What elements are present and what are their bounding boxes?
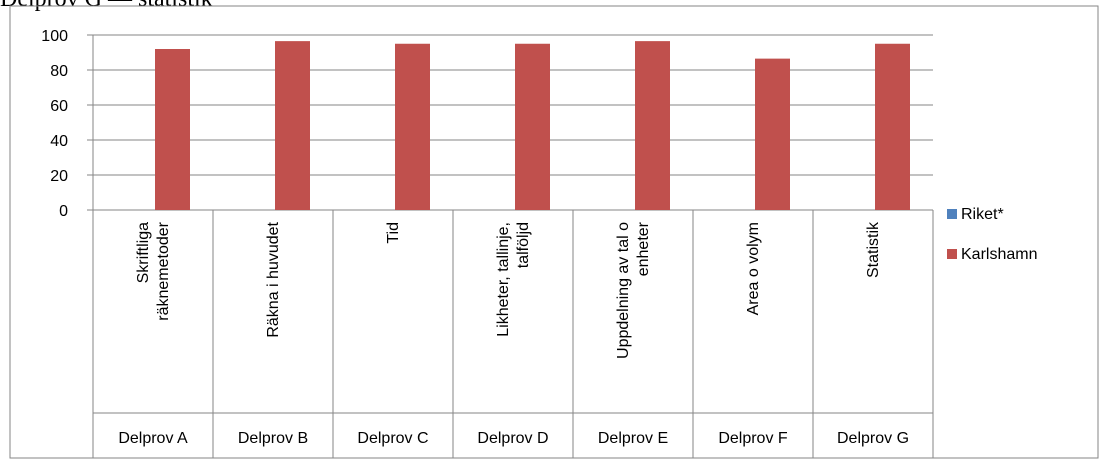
y-tick-label: 80 <box>50 63 68 80</box>
y-tick-label: 20 <box>50 168 68 185</box>
bar-karlshamn <box>875 44 910 210</box>
category-label: Statistik <box>865 221 882 278</box>
bar-karlshamn <box>395 44 430 210</box>
group-label: Delprov A <box>118 430 188 447</box>
category-label: Tid <box>385 222 402 244</box>
category-label: Uppdelning av tal o <box>615 222 632 359</box>
legend-label: Riket* <box>961 206 1004 223</box>
category-label: Räkna i huvudet <box>265 221 282 337</box>
group-label: Delprov G <box>837 430 909 447</box>
category-label: Area o volym <box>745 222 762 315</box>
bar-karlshamn <box>515 44 550 210</box>
group-label: Delprov F <box>718 430 788 447</box>
category-label: Skriftliga <box>135 222 152 283</box>
bar-karlshamn <box>275 41 310 210</box>
y-tick-label: 0 <box>59 203 68 220</box>
legend-label: Karlshamn <box>961 246 1037 263</box>
group-label: Delprov C <box>357 430 428 447</box>
y-tick-label: 60 <box>50 98 68 115</box>
category-label: Likheter, tallinje, <box>495 222 512 337</box>
category-label: talföljd <box>515 222 532 268</box>
y-tick-label: 100 <box>41 28 68 45</box>
group-label: Delprov D <box>477 430 548 447</box>
group-label: Delprov B <box>238 430 308 447</box>
bar-karlshamn <box>635 41 670 210</box>
category-label: räknemetoder <box>155 221 172 320</box>
y-tick-label: 40 <box>50 133 68 150</box>
bar-karlshamn <box>755 59 790 210</box>
group-label: Delprov E <box>598 430 668 447</box>
category-label: enheter <box>635 221 652 276</box>
bar-karlshamn <box>155 49 190 210</box>
legend-swatch <box>947 249 957 259</box>
legend-swatch <box>947 209 957 219</box>
